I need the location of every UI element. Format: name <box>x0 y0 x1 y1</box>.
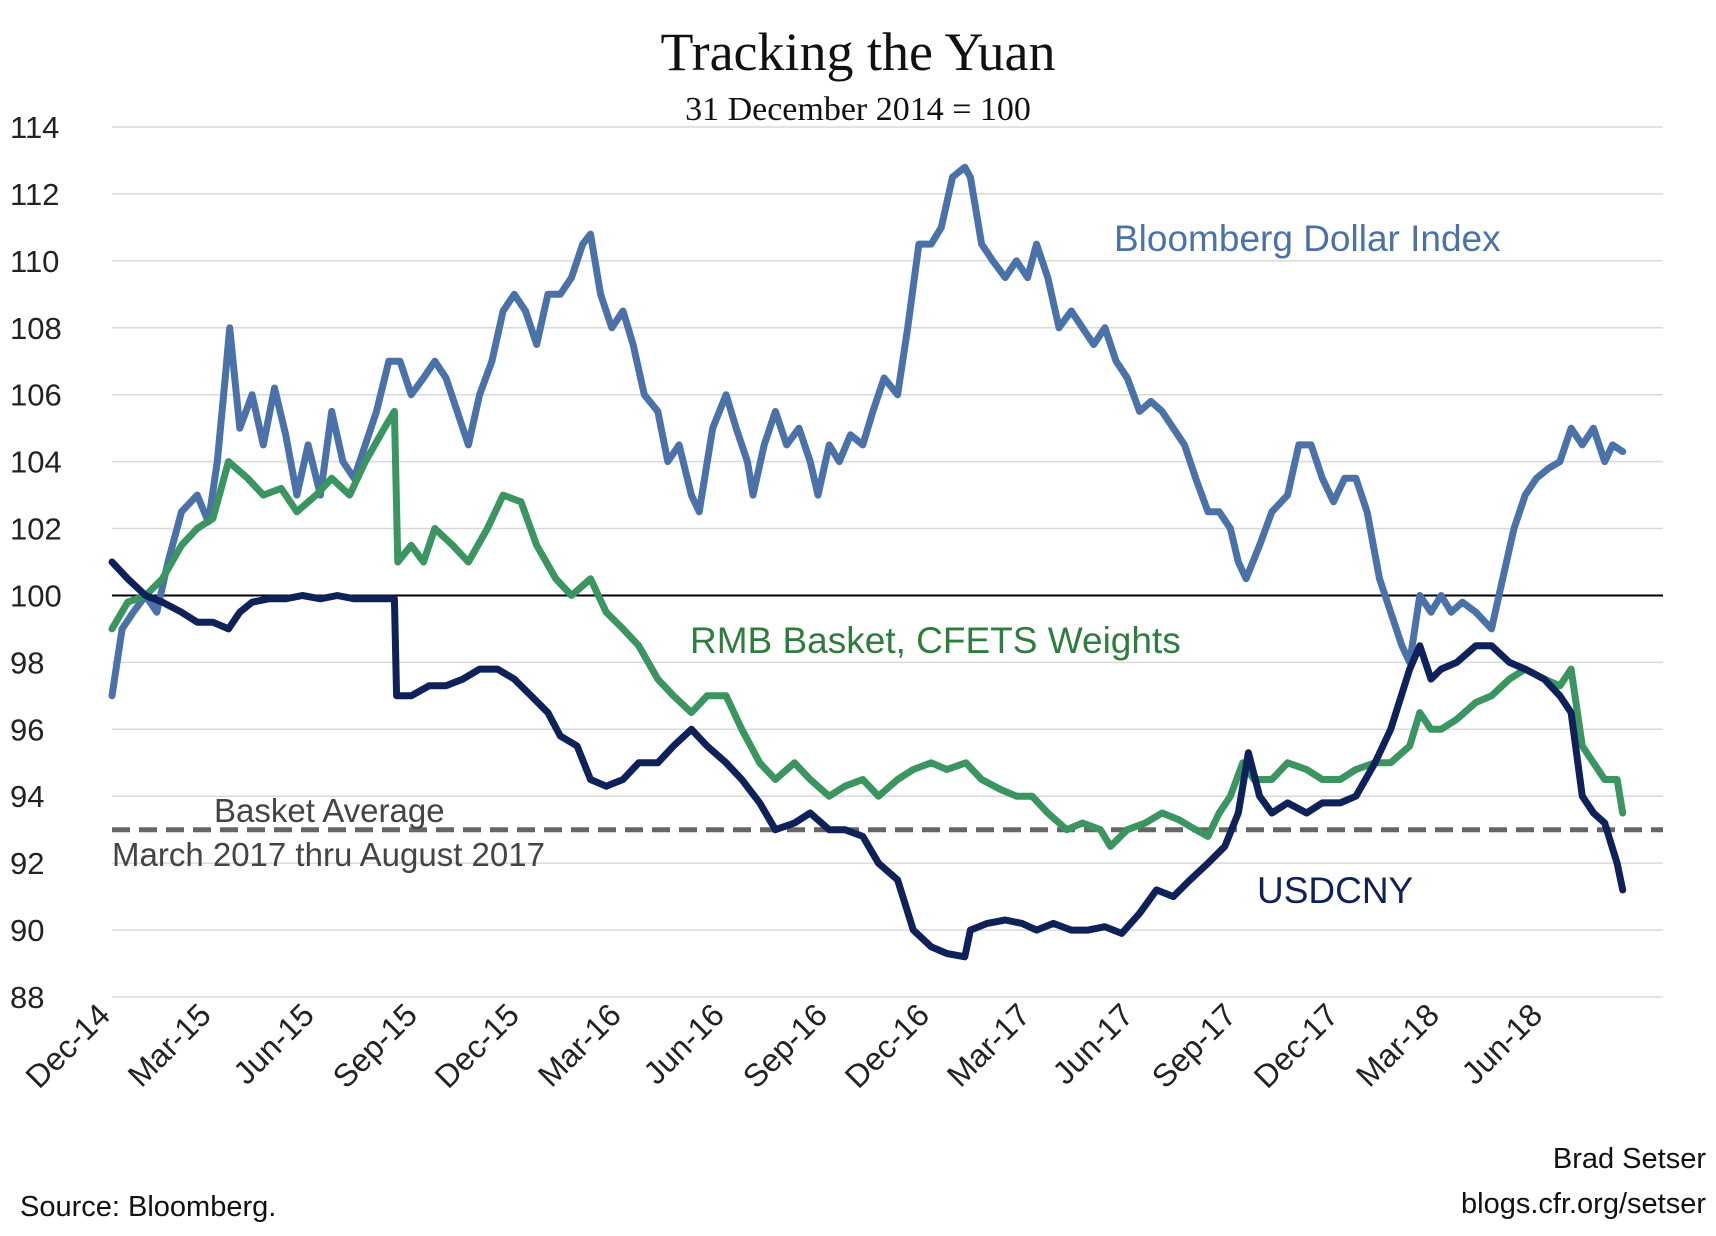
y-tick-label-98: 98 <box>10 645 44 680</box>
y-tick-label-104: 104 <box>10 445 62 480</box>
x-tick-label-sep-16: Sep-16 <box>736 996 834 1094</box>
x-tick-label-jun-15: Jun-15 <box>226 996 321 1091</box>
legend-label-rmb-basket: RMB Basket, CFETS Weights <box>690 620 1181 661</box>
series-lines <box>108 163 1627 961</box>
x-tick-label-dec-15: Dec-15 <box>428 996 526 1094</box>
y-tick-label-108: 108 <box>10 311 62 346</box>
y-tick-label-90: 90 <box>10 913 44 948</box>
y-tick-label-102: 102 <box>10 512 62 547</box>
credit-url: blogs.cfr.org/setser <box>1461 1188 1706 1220</box>
x-axis-tick-labels: Dec-14 Mar-15 Jun-15 Sep-15 Dec-15 Mar-16 Jun-… <box>19 996 1550 1094</box>
chart-title: Tracking the Yuan <box>661 22 1056 82</box>
y-tick-label-110: 110 <box>10 244 59 279</box>
x-tick-label-jun-17: Jun-17 <box>1045 996 1140 1091</box>
credit-name: Brad Setser <box>1553 1143 1706 1175</box>
legend-label-bloomberg-dollar-index: Bloomberg Dollar Index <box>1114 218 1501 259</box>
x-tick-label-jun-16: Jun-16 <box>636 996 731 1091</box>
y-tick-label-92: 92 <box>10 846 44 881</box>
chart-subtitle: 31 December 2014 = 100 <box>685 91 1031 128</box>
y-axis-tick-labels: 114 112 110 108 106 104 102 100 98 96 94 92 90 88 <box>10 110 62 1015</box>
y-tick-label-114: 114 <box>10 110 59 145</box>
legend-label-usdcny: USDCNY <box>1257 870 1413 911</box>
x-tick-label-sep-15: Sep-15 <box>326 996 424 1094</box>
x-tick-label-mar-16: Mar-16 <box>531 996 628 1093</box>
x-tick-label-mar-17: Mar-17 <box>940 996 1037 1093</box>
y-tick-label-112: 112 <box>10 177 59 212</box>
x-tick-label-dec-17: Dec-17 <box>1247 996 1345 1094</box>
y-tick-label-106: 106 <box>10 378 62 413</box>
x-tick-label-mar-15: Mar-15 <box>121 996 218 1093</box>
y-tick-label-94: 94 <box>10 779 44 814</box>
x-tick-label-sep-17: Sep-17 <box>1145 996 1243 1094</box>
series-line-1 <box>108 407 1627 850</box>
x-tick-label-mar-18: Mar-18 <box>1349 996 1446 1093</box>
x-tick-label-dec-16: Dec-16 <box>838 996 936 1094</box>
gridlines <box>112 126 1663 998</box>
series-line-2 <box>108 558 1627 961</box>
reference-line-label-1: Basket Average <box>214 792 445 829</box>
series-line-0 <box>108 163 1627 700</box>
y-tick-label-100: 100 <box>10 578 62 613</box>
x-tick-label-jun-18: Jun-18 <box>1455 996 1550 1091</box>
y-tick-label-88: 88 <box>10 980 44 1015</box>
source-note: Source: Bloomberg. <box>20 1191 276 1223</box>
y-tick-label-96: 96 <box>10 712 44 747</box>
reference-line-label-2: March 2017 thru August 2017 <box>112 836 545 873</box>
